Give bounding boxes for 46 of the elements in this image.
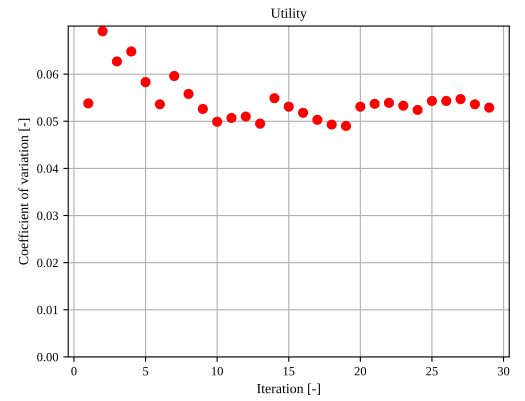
point [226,112,237,124]
y-axis-title: Coefficient of variation [-] [18,118,30,265]
point [183,88,194,100]
point [370,98,380,109]
x-tick-label: 25 [426,367,438,376]
point [284,102,294,112]
point [398,100,408,111]
y-tick-label: 0.02 [37,258,58,268]
point [269,93,280,104]
point [255,118,266,129]
x-axis-title: Iteration [-] [257,384,320,395]
point [112,56,122,66]
x-tick-label: 15 [284,367,295,376]
y-tick-label: 0.01 [37,306,58,314]
point [455,94,466,104]
point [198,104,208,114]
point [298,108,308,118]
point [340,120,352,132]
point [126,46,136,57]
point [384,98,394,108]
x-tick-label: 10 [212,366,223,376]
point [98,26,108,36]
point [326,119,337,130]
point [212,116,222,127]
x-tick-label: 30 [498,366,510,376]
chart-title: Utility [270,8,307,21]
point [312,114,322,125]
y-tick-label: 0.03 [37,212,58,220]
x-tick-label: 5 [143,367,148,376]
x-tick-label: 0 [71,366,77,376]
y-tick-label: 0.05 [37,117,58,126]
point [412,104,423,116]
y-tick-label: 0.04 [37,164,58,173]
point [169,70,180,82]
point [83,98,94,108]
point [240,111,251,122]
point [154,99,165,110]
point [426,96,438,106]
point [484,102,494,113]
point [355,102,366,112]
x-tick-label: 20 [354,366,366,376]
point [140,77,151,88]
y-tick-label: 0.00 [37,352,58,362]
point [470,99,480,110]
y-tick-label: 0.06 [37,70,58,79]
point [441,96,452,106]
